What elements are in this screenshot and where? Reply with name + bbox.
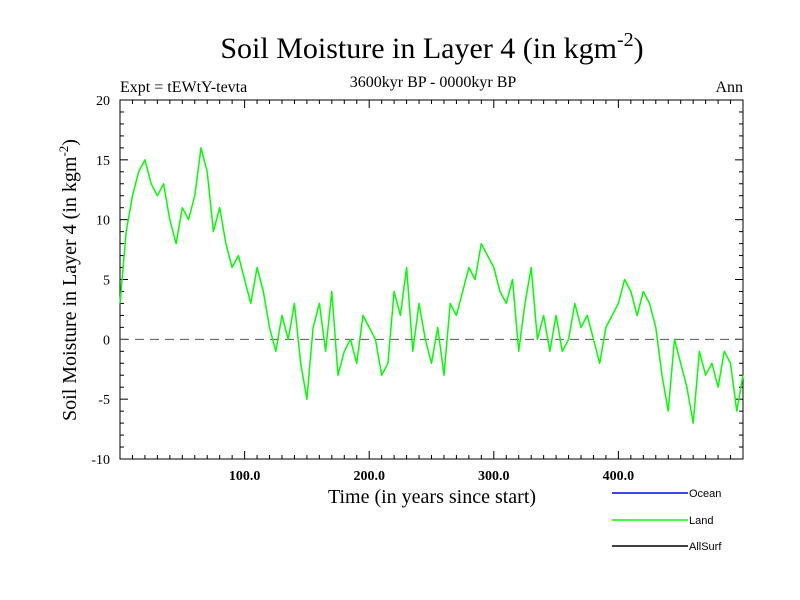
- season-label: Ann: [715, 79, 743, 96]
- plot-frame: [119, 99, 744, 460]
- y-axis-label: Soil Moisture in Layer 4 (in kgm-2): [56, 139, 81, 421]
- x-tick-label: 200.0: [353, 469, 385, 484]
- y-tick-label: -10: [91, 453, 110, 468]
- x-tick-label: 400.0: [603, 469, 635, 484]
- x-tick-label: 100.0: [229, 469, 261, 484]
- legend-label-allsurf: AllSurf: [689, 541, 722, 553]
- x-tick-labels: 100.0 200.0 300.0 400.0: [229, 469, 634, 484]
- chart-title: Soil Moisture in Layer 4 (in kgm-2): [220, 29, 643, 65]
- axis-ticks: [120, 99, 743, 460]
- y-tick-label: 15: [96, 154, 110, 169]
- chart-subtitle: 3600kyr BP - 0000kyr BP: [350, 74, 517, 91]
- legend-label-ocean: Ocean: [689, 488, 721, 500]
- y-tick-labels: -10 -5 0 5 10 15 20: [91, 94, 110, 468]
- series-line-land: [119, 147, 744, 424]
- x-tick-label: 300.0: [478, 469, 510, 484]
- y-tick-label: 20: [96, 94, 110, 109]
- expt-label: Expt = tEWtY-tevta: [120, 79, 247, 96]
- legend-label-land: Land: [689, 515, 713, 527]
- series-group: [119, 147, 744, 424]
- y-tick-label: -5: [98, 393, 110, 408]
- y-tick-label: 10: [96, 214, 110, 229]
- legend: Ocean Land AllSurf: [612, 488, 722, 553]
- y-tick-label: 0: [103, 333, 110, 348]
- y-tick-label: 5: [103, 274, 110, 289]
- x-axis-label: Time (in years since start): [328, 486, 536, 508]
